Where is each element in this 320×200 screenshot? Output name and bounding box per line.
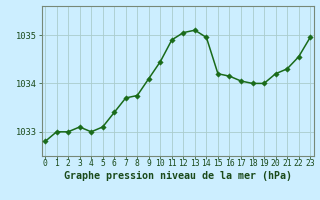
X-axis label: Graphe pression niveau de la mer (hPa): Graphe pression niveau de la mer (hPa) [64, 171, 292, 181]
